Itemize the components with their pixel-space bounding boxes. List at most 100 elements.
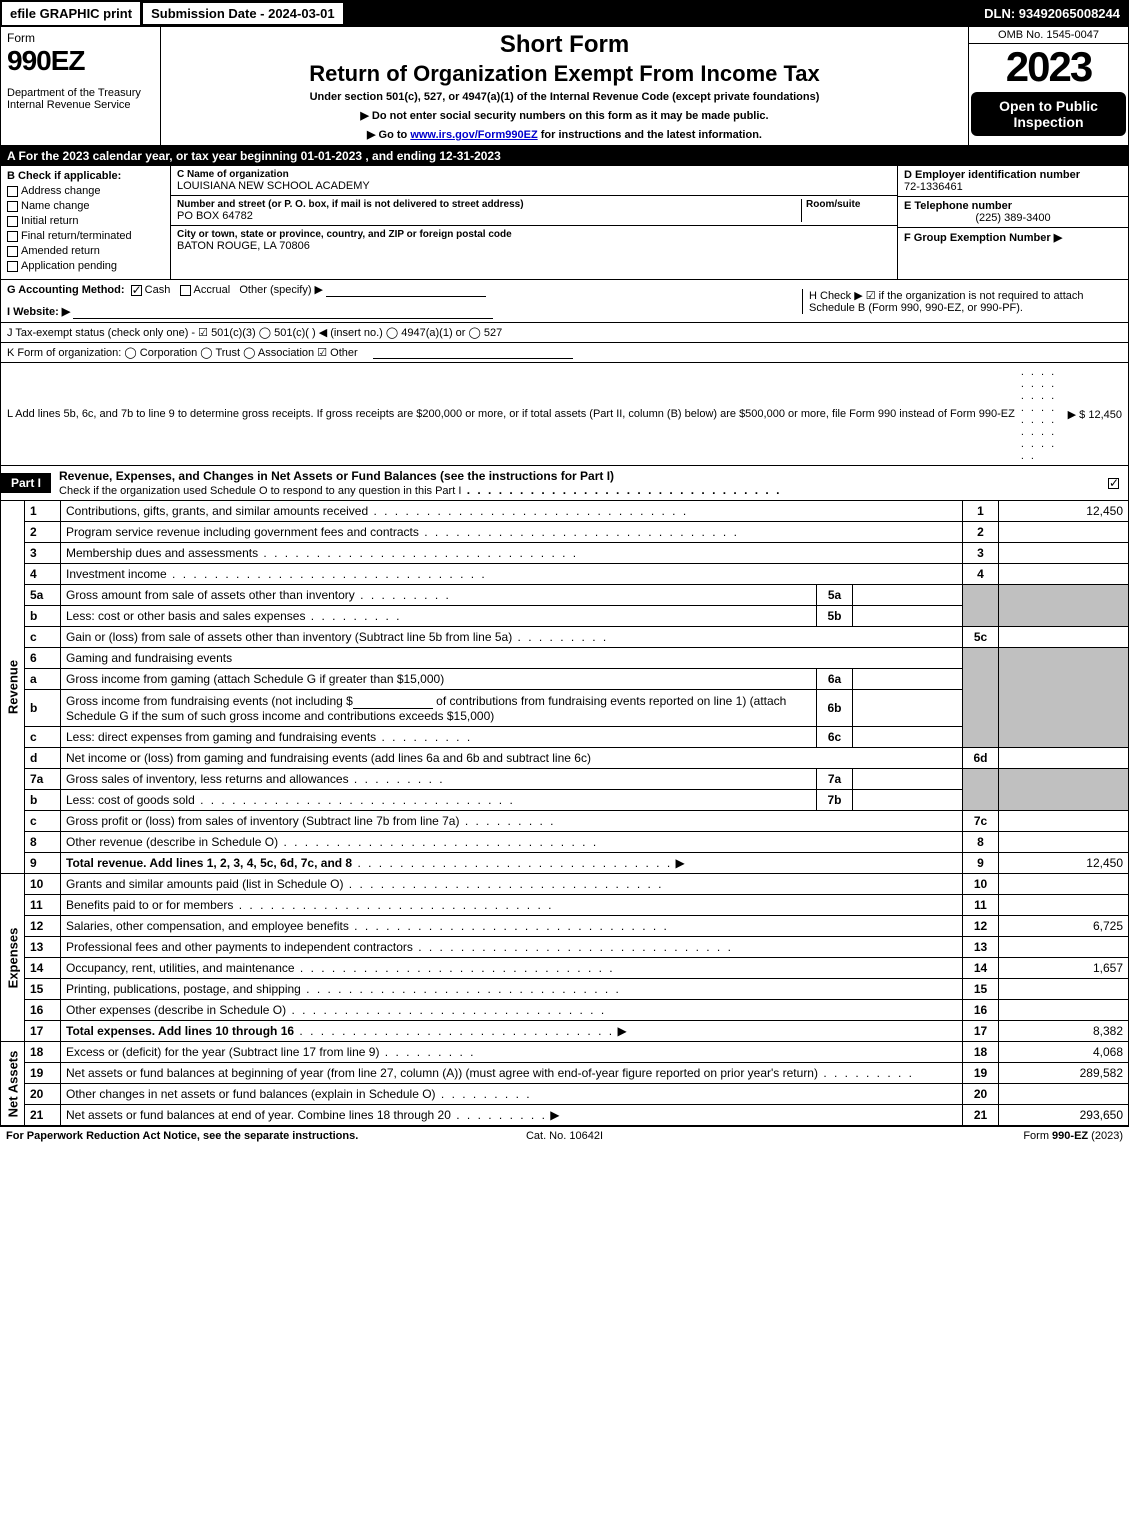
line-11-num: 11	[25, 895, 61, 916]
col-b-checkboxes: B Check if applicable: Address change Na…	[1, 166, 171, 279]
line-6a-subval	[853, 669, 963, 690]
part-i-header: Part I Revenue, Expenses, and Changes in…	[0, 466, 1129, 501]
line-12-val: 6,725	[999, 916, 1129, 937]
h-schedule-b: H Check ▶ ☑ if the organization is not r…	[802, 289, 1122, 314]
line-8-rnum: 8	[963, 832, 999, 853]
chk-name-change[interactable]: Name change	[7, 200, 164, 212]
chk-address-change[interactable]: Address change	[7, 185, 164, 197]
part-i-checkbox[interactable]	[1108, 478, 1119, 489]
line-6b-subnum: 6b	[817, 690, 853, 727]
chk-amended-return[interactable]: Amended return	[7, 245, 164, 257]
line-1-val: 12,450	[999, 501, 1129, 522]
irs-link[interactable]: www.irs.gov/Form990EZ	[410, 129, 537, 141]
line-11-rnum: 11	[963, 895, 999, 916]
expenses-label: Expenses	[5, 927, 20, 988]
c-addr-label: Number and street (or P. O. box, if mail…	[177, 199, 801, 210]
line-18-val: 4,068	[999, 1042, 1129, 1063]
f-group-label: F Group Exemption Number ▶	[904, 231, 1122, 244]
chk-initial-return[interactable]: Initial return	[7, 215, 164, 227]
line-20-desc: Other changes in net assets or fund bala…	[66, 1087, 436, 1101]
line-14-val: 1,657	[999, 958, 1129, 979]
line-6c-subnum: 6c	[817, 727, 853, 748]
line-19-desc: Net assets or fund balances at beginning…	[66, 1066, 818, 1080]
line-2-num: 2	[25, 522, 61, 543]
line-6c-desc: Less: direct expenses from gaming and fu…	[66, 730, 376, 744]
e-tel-label: E Telephone number	[904, 200, 1122, 212]
chk-application-pending[interactable]: Application pending	[7, 260, 164, 272]
line-2-rnum: 2	[963, 522, 999, 543]
line-6-num: 6	[25, 648, 61, 669]
room-suite-label: Room/suite	[806, 199, 891, 210]
form-word: Form	[7, 31, 154, 45]
chk-final-return[interactable]: Final return/terminated	[7, 230, 164, 242]
line-15-num: 15	[25, 979, 61, 1000]
line-7b-desc: Less: cost of goods sold	[66, 793, 195, 807]
line-17-val: 8,382	[999, 1021, 1129, 1042]
line-16-num: 16	[25, 1000, 61, 1021]
arrow-icon: ▶	[676, 856, 685, 870]
net-assets-label: Net Assets	[5, 1050, 20, 1117]
ssn-warning: ▶ Do not enter social security numbers o…	[169, 109, 960, 122]
line-10-num: 10	[25, 874, 61, 895]
line-6b-num: b	[25, 690, 61, 727]
d-ein-label: D Employer identification number	[904, 169, 1122, 181]
irs-label: Internal Revenue Service	[7, 99, 154, 111]
line-7c-num: c	[25, 811, 61, 832]
line-6b-amount-input[interactable]	[353, 693, 433, 709]
line-3-val	[999, 543, 1129, 564]
line-12-num: 12	[25, 916, 61, 937]
cat-no: Cat. No. 10642I	[378, 1130, 750, 1142]
line-13-rnum: 13	[963, 937, 999, 958]
line-5a-subval	[853, 585, 963, 606]
arrow-icon: ▶	[550, 1108, 559, 1122]
line-6d-desc: Net income or (loss) from gaming and fun…	[61, 748, 963, 769]
line-6d-rnum: 6d	[963, 748, 999, 769]
col-d-identifiers: D Employer identification number 72-1336…	[898, 166, 1128, 279]
section-bcd: B Check if applicable: Address change Na…	[0, 166, 1129, 280]
line-9-val: 12,450	[999, 853, 1129, 874]
line-4-num: 4	[25, 564, 61, 585]
chk-accrual[interactable]	[180, 285, 191, 296]
line-19-rnum: 19	[963, 1063, 999, 1084]
line-21-num: 21	[25, 1105, 61, 1126]
website-input[interactable]	[73, 306, 493, 319]
line-5b-subval	[853, 606, 963, 627]
line-2-desc: Program service revenue including govern…	[66, 525, 419, 539]
line-15-val	[999, 979, 1129, 1000]
line-1-rnum: 1	[963, 501, 999, 522]
line-8-desc: Other revenue (describe in Schedule O)	[66, 835, 278, 849]
line-18-num: 18	[25, 1042, 61, 1063]
line-19-num: 19	[25, 1063, 61, 1084]
open-to-public: Open to Public Inspection	[971, 92, 1126, 136]
form-number: 990EZ	[7, 45, 154, 77]
line-3-rnum: 3	[963, 543, 999, 564]
col-c-org-info: C Name of organization LOUISIANA NEW SCH…	[171, 166, 898, 279]
line-5c-val	[999, 627, 1129, 648]
line-14-desc: Occupancy, rent, utilities, and maintena…	[66, 961, 295, 975]
line-7a-num: 7a	[25, 769, 61, 790]
line-6c-num: c	[25, 727, 61, 748]
line-9-desc: Total revenue. Add lines 1, 2, 3, 4, 5c,…	[66, 856, 352, 870]
line-18-rnum: 18	[963, 1042, 999, 1063]
i-website-label: I Website: ▶	[7, 306, 70, 318]
other-org-input[interactable]	[373, 346, 573, 359]
line-21-desc: Net assets or fund balances at end of ye…	[66, 1108, 451, 1122]
misc-rows: G Accounting Method: Cash Accrual Other …	[0, 280, 1129, 466]
chk-cash[interactable]	[131, 285, 142, 296]
efile-print[interactable]: efile GRAPHIC print	[1, 1, 141, 26]
lines-table: Revenue 1 Contributions, gifts, grants, …	[0, 501, 1129, 1126]
line-8-val	[999, 832, 1129, 853]
line-18-desc: Excess or (deficit) for the year (Subtra…	[66, 1045, 379, 1059]
line-13-val	[999, 937, 1129, 958]
dln: DLN: 93492065008244	[976, 1, 1128, 26]
line-17-num: 17	[25, 1021, 61, 1042]
line-6a-subnum: 6a	[817, 669, 853, 690]
other-specify-input[interactable]	[326, 284, 486, 297]
line-5c-desc: Gain or (loss) from sale of assets other…	[66, 630, 512, 644]
part-i-check: Check if the organization used Schedule …	[59, 485, 461, 497]
top-bar: efile GRAPHIC print Submission Date - 20…	[0, 0, 1129, 27]
line-11-desc: Benefits paid to or for members	[66, 898, 233, 912]
line-12-desc: Salaries, other compensation, and employ…	[66, 919, 349, 933]
line-1-desc: Contributions, gifts, grants, and simila…	[66, 504, 368, 518]
g-accounting-method: G Accounting Method: Cash Accrual Other …	[7, 283, 796, 319]
